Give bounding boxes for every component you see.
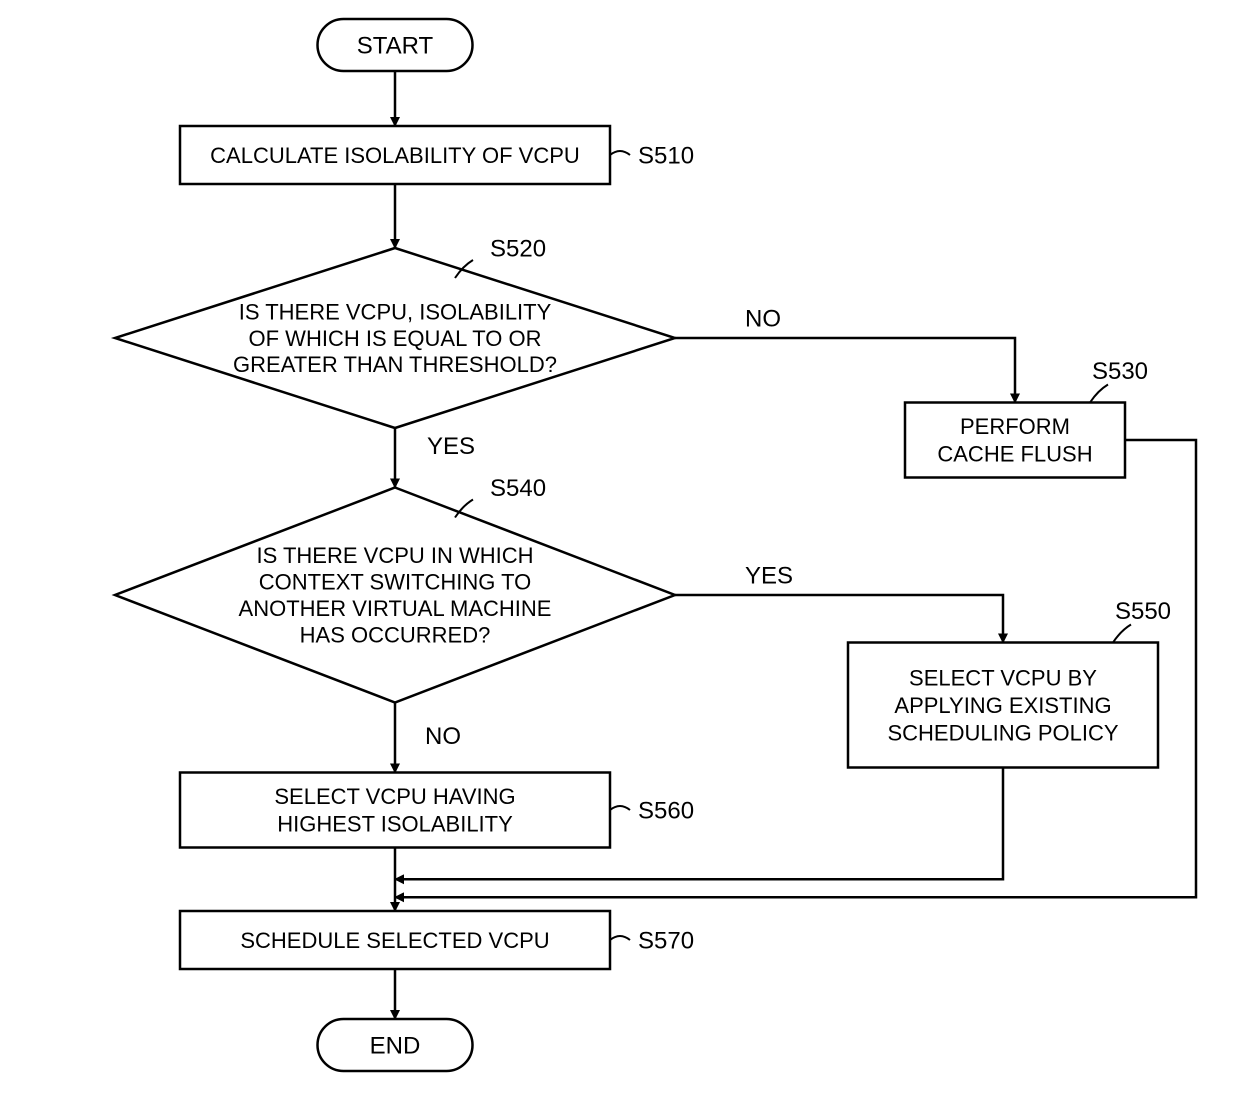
svg-text:S510: S510 — [638, 142, 694, 169]
svg-text:CALCULATE ISOLABILITY OF VCPU: CALCULATE ISOLABILITY OF VCPU — [210, 143, 580, 168]
svg-text:HIGHEST ISOLABILITY: HIGHEST ISOLABILITY — [277, 812, 513, 837]
svg-text:NO: NO — [745, 305, 781, 332]
svg-text:SCHEDULING POLICY: SCHEDULING POLICY — [887, 720, 1118, 745]
svg-text:S520: S520 — [490, 235, 546, 262]
svg-text:S570: S570 — [638, 927, 694, 954]
svg-text:SCHEDULE SELECTED VCPU: SCHEDULE SELECTED VCPU — [240, 928, 549, 953]
svg-text:S560: S560 — [638, 797, 694, 824]
svg-text:IS THERE VCPU, ISOLABILITY: IS THERE VCPU, ISOLABILITY — [239, 299, 552, 324]
svg-text:S530: S530 — [1092, 358, 1148, 385]
svg-text:S540: S540 — [490, 475, 546, 502]
svg-text:S550: S550 — [1115, 598, 1171, 625]
svg-text:HAS OCCURRED?: HAS OCCURRED? — [300, 622, 491, 647]
svg-text:START: START — [357, 32, 434, 59]
flowchart-diagram: START CALCULATE ISOLABILITY OF VCPU S510 IS… — [0, 0, 1240, 1093]
svg-text:CONTEXT SWITCHING TO: CONTEXT SWITCHING TO — [259, 570, 532, 595]
svg-text:YES: YES — [745, 562, 793, 589]
svg-text:NO: NO — [425, 723, 461, 750]
svg-text:SELECT VCPU HAVING: SELECT VCPU HAVING — [274, 784, 515, 809]
svg-text:IS THERE VCPU IN WHICH: IS THERE VCPU IN WHICH — [256, 543, 533, 568]
svg-text:GREATER THAN THRESHOLD?: GREATER THAN THRESHOLD? — [233, 352, 557, 377]
svg-text:CACHE FLUSH: CACHE FLUSH — [937, 442, 1092, 467]
svg-text:PERFORM: PERFORM — [960, 414, 1070, 439]
svg-text:OF WHICH IS EQUAL TO OR: OF WHICH IS EQUAL TO OR — [249, 326, 542, 351]
svg-text:END: END — [370, 1032, 421, 1059]
svg-text:APPLYING EXISTING: APPLYING EXISTING — [894, 693, 1111, 718]
svg-text:ANOTHER VIRTUAL MACHINE: ANOTHER VIRTUAL MACHINE — [239, 596, 552, 621]
svg-text:YES: YES — [427, 433, 475, 460]
svg-text:SELECT VCPU BY: SELECT VCPU BY — [909, 665, 1097, 690]
